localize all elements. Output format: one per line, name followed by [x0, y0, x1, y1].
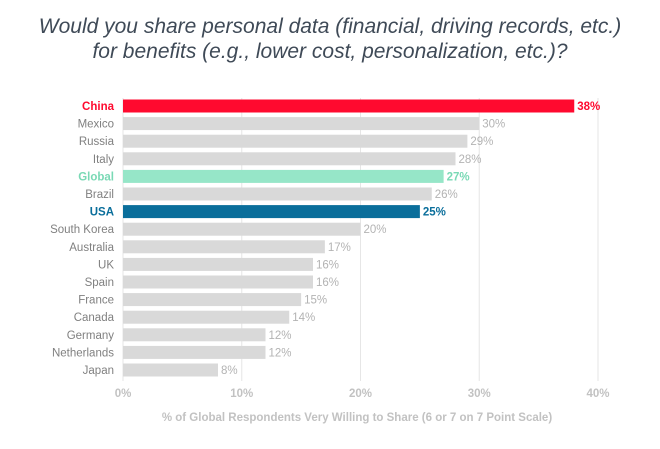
value-label: 30%: [482, 119, 505, 131]
x-tick-label: 20%: [349, 388, 372, 400]
bar-mexico: [123, 117, 480, 131]
bar-brazil: [123, 187, 432, 201]
value-label: 14%: [292, 312, 315, 324]
value-label: 27%: [447, 171, 470, 183]
bar-japan: [123, 363, 218, 377]
bar-australia: [123, 240, 325, 254]
value-label: 25%: [423, 207, 446, 219]
category-label: Mexico: [78, 119, 114, 131]
bar-china: [123, 99, 575, 113]
bar-global: [123, 169, 444, 183]
value-label: 12%: [269, 330, 292, 342]
x-tick-label: 30%: [468, 388, 491, 400]
chart-title-line-2: for benefits (e.g., lower cost, personal…: [92, 40, 568, 63]
category-label: Japan: [83, 365, 114, 377]
bar-usa: [123, 205, 420, 219]
category-label: Russia: [79, 136, 115, 148]
x-tick-label: 0%: [115, 388, 132, 400]
category-labels: China Mexico Russia Italy Global Brazil USA Sou…: [50, 101, 115, 377]
category-label: China: [82, 101, 115, 113]
category-label: Italy: [93, 154, 114, 166]
chart-title: Would you share personal data (financial…: [0, 14, 660, 64]
value-label: 12%: [269, 347, 292, 359]
value-label: 20%: [364, 224, 387, 236]
category-label: Germany: [67, 330, 115, 342]
category-label: Australia: [69, 242, 114, 254]
x-axis-ticks: 0% 10% 20% 30% 40%: [115, 388, 610, 400]
category-label: Spain: [85, 277, 114, 289]
category-label: Netherlands: [52, 347, 114, 359]
value-label: 26%: [435, 189, 458, 201]
value-label: 16%: [316, 259, 339, 271]
bar-italy: [123, 152, 456, 166]
category-label: Brazil: [85, 189, 114, 201]
category-label: South Korea: [50, 224, 115, 236]
bar-canada: [123, 310, 290, 324]
bar-uk: [123, 257, 313, 271]
bar-france: [123, 293, 302, 307]
category-label: France: [78, 295, 114, 307]
category-label: Global: [78, 171, 114, 183]
bar-germany: [123, 328, 266, 342]
bars: [123, 99, 575, 377]
bar-netherlands: [123, 345, 266, 359]
bar-spain: [123, 275, 313, 289]
category-label: Canada: [74, 312, 115, 324]
x-tick-label: 10%: [230, 388, 253, 400]
value-label: 28%: [459, 154, 482, 166]
value-label: 29%: [470, 136, 493, 148]
value-label: 38%: [577, 101, 600, 113]
bar-russia: [123, 134, 468, 148]
bar-south-korea: [123, 222, 361, 236]
x-tick-label: 40%: [586, 388, 609, 400]
category-label: USA: [90, 207, 114, 219]
x-axis-label: % of Global Respondents Very Willing to …: [162, 412, 552, 424]
chart-title-line-1: Would you share personal data (financial…: [38, 15, 622, 38]
value-label: 17%: [328, 242, 351, 254]
value-label: 15%: [304, 295, 327, 307]
category-label: UK: [98, 259, 114, 271]
value-label: 16%: [316, 277, 339, 289]
value-label: 8%: [221, 365, 238, 377]
value-labels: 38%30%29%28%27%26%25%20%17%16%16%15%14%1…: [221, 101, 600, 377]
